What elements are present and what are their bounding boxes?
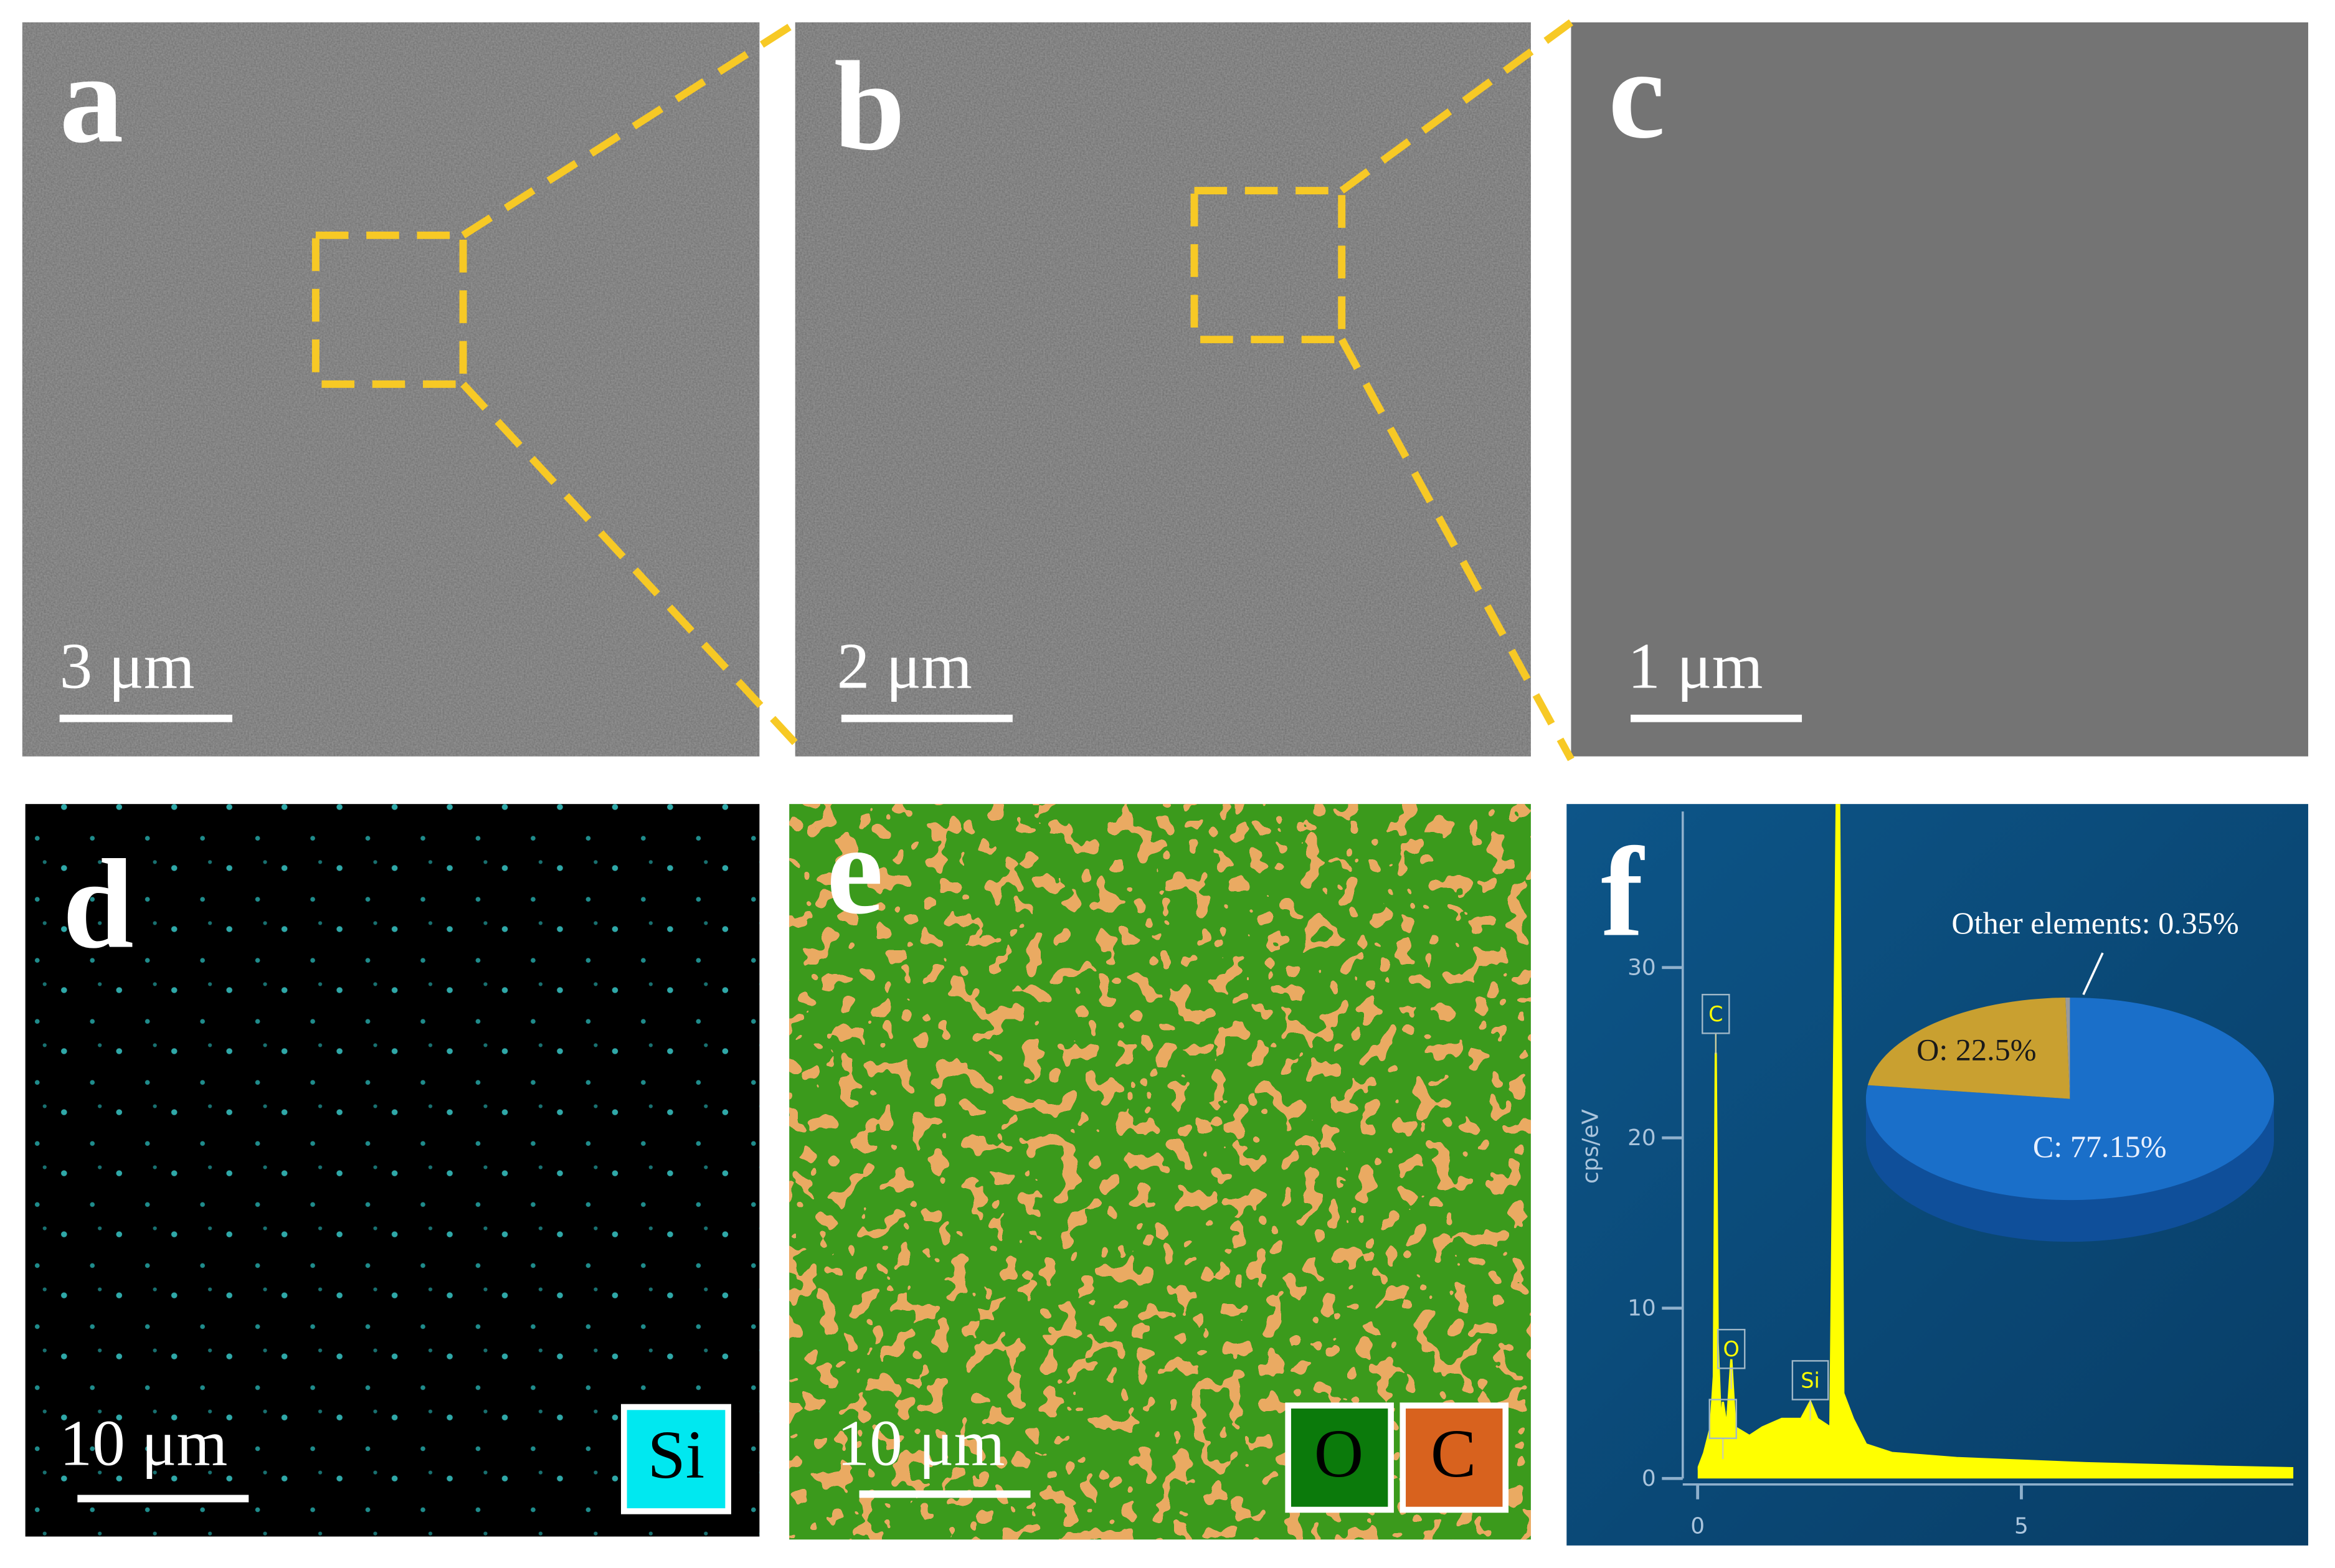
y-tick-label: 0: [1642, 1466, 1656, 1491]
peak-label-box: [1702, 994, 1730, 1034]
panel-label: f: [1601, 822, 1645, 963]
peak-label: O: [1723, 1337, 1740, 1361]
scale-bar: [859, 1490, 1031, 1498]
pie-label: C: 77.15%: [2033, 1129, 2167, 1164]
legend-label: O: [1314, 1415, 1363, 1491]
sem-image: [22, 22, 760, 757]
zoom-indicator: [311, 19, 1575, 762]
peak-label: C: [1708, 1002, 1723, 1026]
y-tick-label: 10: [1627, 1296, 1656, 1321]
panel-label: c: [1608, 24, 1665, 165]
scale-bar-label: 2 μm: [837, 630, 972, 702]
pie-label: Other elements: 0.35%: [1951, 905, 2238, 940]
pie-slice: [2065, 997, 2070, 1099]
peak-label-box: [1791, 1360, 1829, 1400]
y-tick-label: 20: [1627, 1125, 1656, 1151]
y-tick-label: 30: [1627, 955, 1656, 981]
scale-bar: [841, 714, 1013, 722]
panel-label: a: [60, 28, 124, 169]
panel-label: e: [826, 800, 883, 941]
legend-swatch: [1400, 1402, 1509, 1513]
x-tick-label: 5: [2014, 1514, 2029, 1539]
legend-swatch: [621, 1404, 731, 1514]
x-tick-label: 0: [1690, 1514, 1705, 1539]
y-axis-label: cps/eV: [1578, 1109, 1603, 1184]
legend-swatch: [1285, 1402, 1394, 1513]
sem-image: [1571, 22, 2308, 757]
panel-label: b: [834, 35, 905, 177]
legend-label: Si: [648, 1417, 705, 1493]
legend-label: C: [1431, 1415, 1476, 1491]
scale-bar: [1631, 714, 1802, 722]
peak-label-box: [1708, 1399, 1737, 1439]
peak-label-box: [1717, 1328, 1746, 1369]
pie-leader: [2082, 952, 2104, 995]
pie-slice: [1865, 997, 2274, 1201]
scale-bar-label: 3 μm: [60, 630, 195, 702]
peak-label: N: [1715, 1407, 1731, 1432]
scale-bar: [77, 1495, 249, 1503]
scale-bar-label: 10 μm: [60, 1407, 228, 1480]
spectrum-line: [1697, 804, 2294, 1471]
pie-slice: [1867, 998, 2070, 1099]
pie-label: O: 22.5%: [1916, 1032, 2036, 1067]
scale-bar: [59, 714, 232, 722]
peak-label: Si: [1801, 1368, 1820, 1392]
panel-label: d: [62, 834, 133, 975]
scale-bar-label: 1 μm: [1627, 630, 1763, 702]
scale-bar-label: 10 μm: [837, 1407, 1005, 1480]
